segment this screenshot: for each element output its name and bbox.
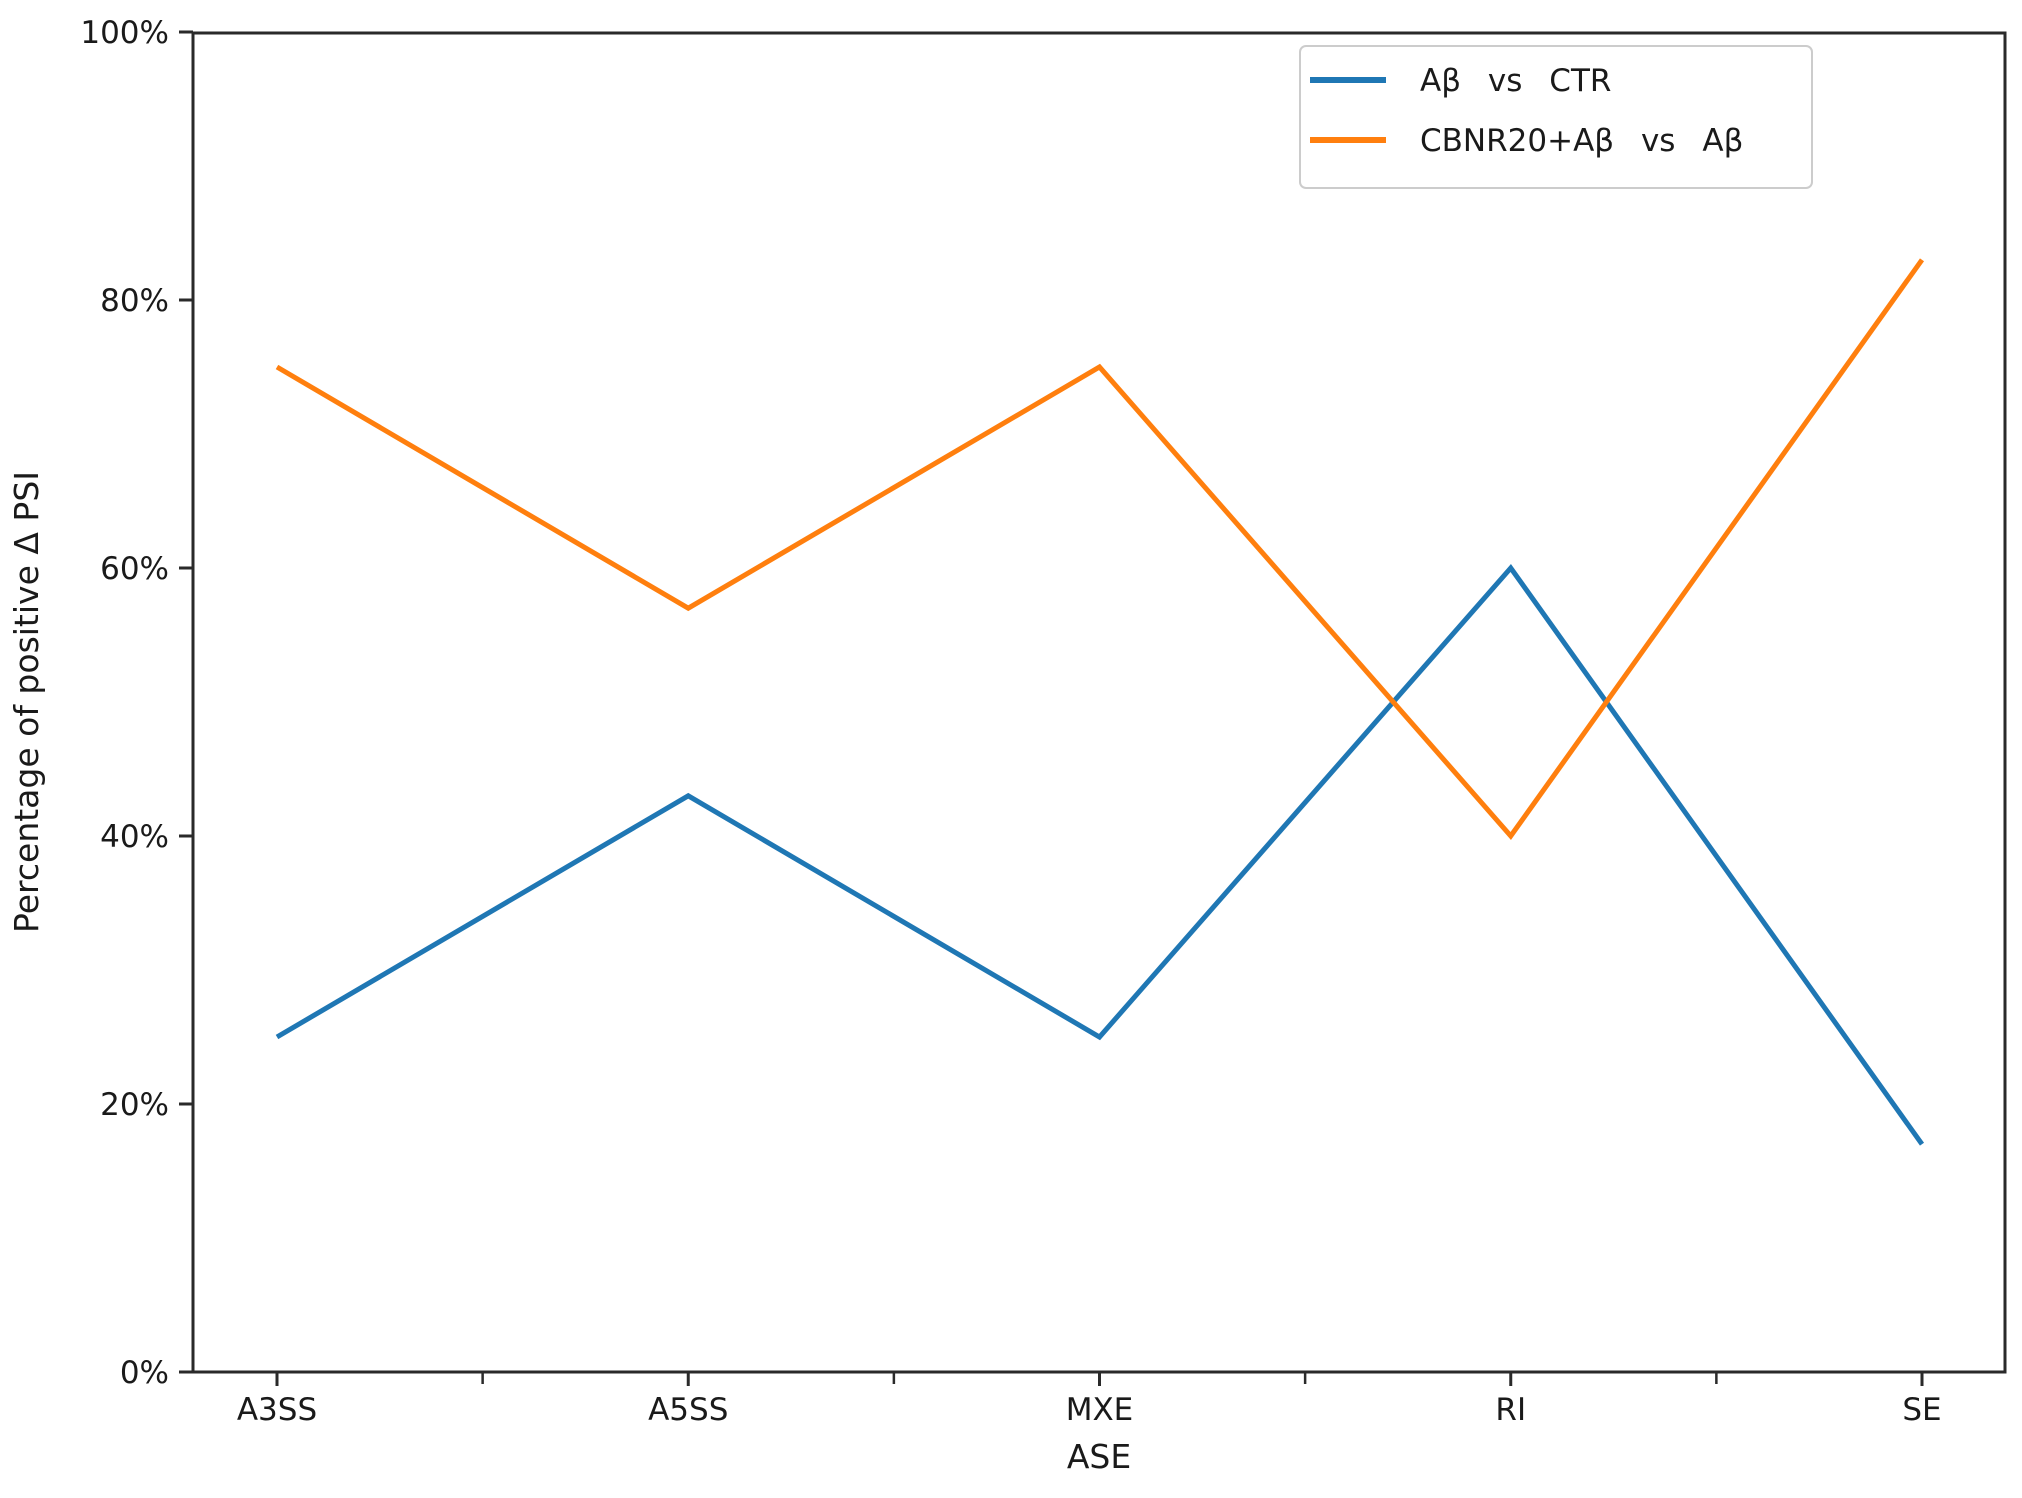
y-axis-title: Percentage of positive Δ PSI bbox=[7, 471, 46, 933]
y-tick-label: 40% bbox=[100, 819, 169, 855]
plot-area-frame bbox=[191, 31, 2007, 1374]
legend: Aβ vs CTR CBNR20+Aβ vs Aβ bbox=[1299, 45, 1813, 189]
data-series bbox=[275, 258, 1925, 1146]
y-tick-label: 80% bbox=[100, 283, 169, 319]
y-tick-label: 20% bbox=[100, 1087, 169, 1123]
legend-label-Aβ vs CTR: Aβ vs CTR bbox=[1420, 63, 1611, 99]
series-line-Aβ vs CTR bbox=[275, 563, 1925, 1146]
x-axis: A3SS A5SS MXE RI SE bbox=[237, 1372, 1942, 1428]
series-line-CBNR20+Aβ vs Aβ bbox=[275, 258, 1925, 841]
y-tick-label: 100% bbox=[80, 15, 169, 51]
legend-label-CBNR20+Aβ vs Aβ: CBNR20+Aβ vs Aβ bbox=[1420, 123, 1743, 159]
y-axis: 0% 20% 40% 60% 80% 100% bbox=[80, 15, 193, 1391]
x-tick-label: SE bbox=[1902, 1392, 1941, 1428]
x-axis-title: ASE bbox=[1067, 1437, 1131, 1476]
legend-box bbox=[1299, 45, 1813, 189]
x-tick-label: MXE bbox=[1066, 1392, 1134, 1428]
y-tick-label: 0% bbox=[120, 1355, 169, 1391]
x-tick-label: A3SS bbox=[237, 1392, 317, 1428]
x-tick-label: A5SS bbox=[648, 1392, 728, 1428]
y-tick-label: 60% bbox=[100, 551, 169, 587]
x-tick-label: RI bbox=[1495, 1392, 1526, 1428]
